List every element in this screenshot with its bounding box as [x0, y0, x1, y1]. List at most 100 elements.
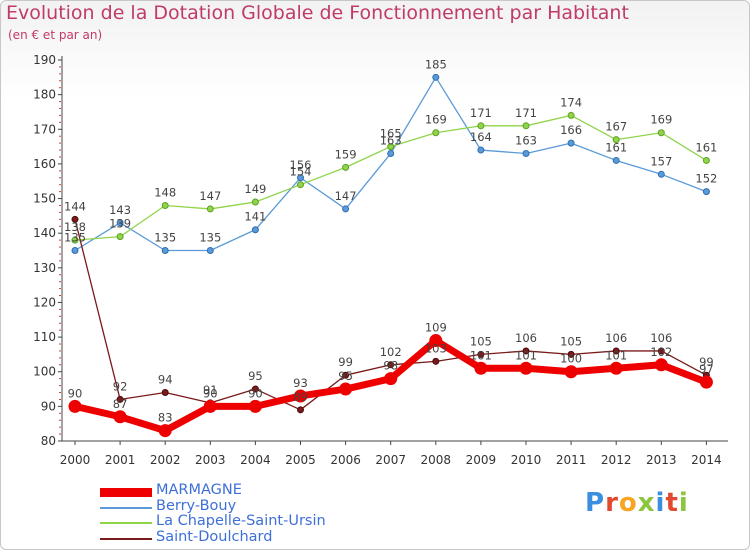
y-tick-label: 80: [41, 434, 56, 448]
data-point: [294, 389, 307, 403]
data-label: 87: [113, 397, 128, 411]
data-point: [161, 201, 169, 209]
data-point: [702, 156, 710, 164]
data-label: 164: [470, 130, 492, 144]
data-label: 167: [605, 120, 627, 134]
legend-label: La Chapelle-Saint-Ursin: [156, 513, 326, 529]
data-label: 103: [425, 341, 447, 355]
chart-title: Evolution de la Dotation Globale de Fonc…: [6, 2, 629, 24]
data-label: 161: [605, 140, 627, 154]
data-point: [387, 143, 395, 151]
data-label: 149: [244, 182, 266, 196]
x-tick-label: 2014: [691, 453, 722, 467]
series-marmagne: [68, 334, 713, 438]
data-point: [519, 361, 533, 375]
legend-label: MARMAGNE: [156, 482, 242, 498]
data-label: 139: [109, 217, 131, 231]
data-label: 166: [560, 123, 582, 137]
data-point: [477, 350, 485, 358]
series-la-chapelle-saint-ursin: [71, 111, 710, 244]
data-label: 147: [199, 189, 221, 203]
data-label: 106: [605, 331, 627, 345]
data-point: [342, 163, 350, 171]
legend-swatch: [100, 537, 152, 540]
data-point: [251, 385, 259, 393]
data-point: [116, 219, 124, 227]
data-point: [387, 361, 395, 369]
logo-letter: o: [618, 488, 638, 518]
data-point: [657, 347, 665, 355]
data-point: [657, 129, 665, 137]
x-tick-label: 2010: [511, 453, 542, 467]
x-tick-label: 2000: [60, 453, 91, 467]
data-point: [429, 334, 443, 348]
data-label: 93: [293, 376, 308, 390]
data-label: 147: [335, 189, 357, 203]
data-point: [522, 347, 530, 355]
data-point: [654, 358, 668, 372]
y-tick-label: 90: [41, 399, 56, 413]
data-point: [297, 181, 304, 189]
data-label: 185: [425, 57, 447, 71]
data-label: 135: [199, 231, 221, 245]
data-point: [567, 111, 575, 119]
data-label: 154: [290, 165, 312, 179]
data-point: [206, 247, 214, 254]
proxiti-logo: Proxiti: [585, 488, 689, 518]
data-point: [477, 122, 485, 130]
logo-letter: i: [678, 488, 689, 518]
x-tick-label: 2011: [556, 453, 587, 467]
x-tick-label: 2003: [195, 453, 226, 467]
data-label: 94: [158, 373, 173, 387]
y-tick-label: 170: [33, 122, 56, 136]
data-label: 89: [293, 390, 308, 404]
data-point: [477, 146, 485, 154]
data-label: 174: [560, 95, 582, 109]
data-label: 161: [695, 140, 717, 154]
data-label: 143: [109, 203, 131, 217]
data-label: 91: [203, 383, 218, 397]
y-tick-label: 160: [33, 157, 56, 171]
y-tick-label: 150: [33, 192, 56, 206]
data-point: [161, 247, 169, 254]
data-point: [522, 122, 530, 130]
data-label: 90: [248, 386, 263, 400]
data-label: 92: [113, 379, 128, 393]
y-tick-label: 180: [33, 88, 56, 102]
data-label: 97: [699, 362, 714, 376]
data-point: [68, 399, 82, 413]
data-point: [297, 174, 304, 182]
data-label: 95: [248, 369, 263, 383]
y-tick-label: 140: [33, 226, 56, 240]
y-tick-label: 130: [33, 261, 56, 275]
legend-swatch: [100, 506, 152, 509]
chart-subtitle: (en € et par an): [8, 28, 103, 42]
data-label: 148: [154, 185, 176, 199]
data-point: [71, 215, 79, 223]
x-tick-label: 2008: [421, 453, 452, 467]
legend-swatch: [100, 487, 152, 497]
data-label: 106: [515, 331, 537, 345]
data-label: 157: [650, 154, 672, 168]
data-label: 171: [515, 106, 537, 120]
data-label: 135: [154, 231, 176, 245]
logo-letter: x: [637, 488, 656, 518]
data-point: [567, 139, 575, 147]
x-tick-label: 2002: [150, 453, 181, 467]
data-point: [522, 150, 530, 158]
data-label: 169: [650, 113, 672, 127]
legend-item: Berry-Bouy: [100, 498, 420, 516]
data-label: 99: [338, 355, 353, 369]
x-tick-label: 2007: [375, 453, 406, 467]
data-point: [384, 372, 398, 386]
data-label: 171: [470, 106, 492, 120]
logo-letter: r: [605, 488, 619, 518]
data-point: [248, 399, 262, 413]
data-point: [612, 347, 620, 355]
data-label: 144: [64, 199, 86, 213]
data-label: 101: [515, 348, 537, 362]
data-point: [432, 357, 440, 365]
data-label: 152: [695, 172, 717, 186]
data-point: [116, 233, 124, 241]
data-label: 99: [699, 355, 714, 369]
